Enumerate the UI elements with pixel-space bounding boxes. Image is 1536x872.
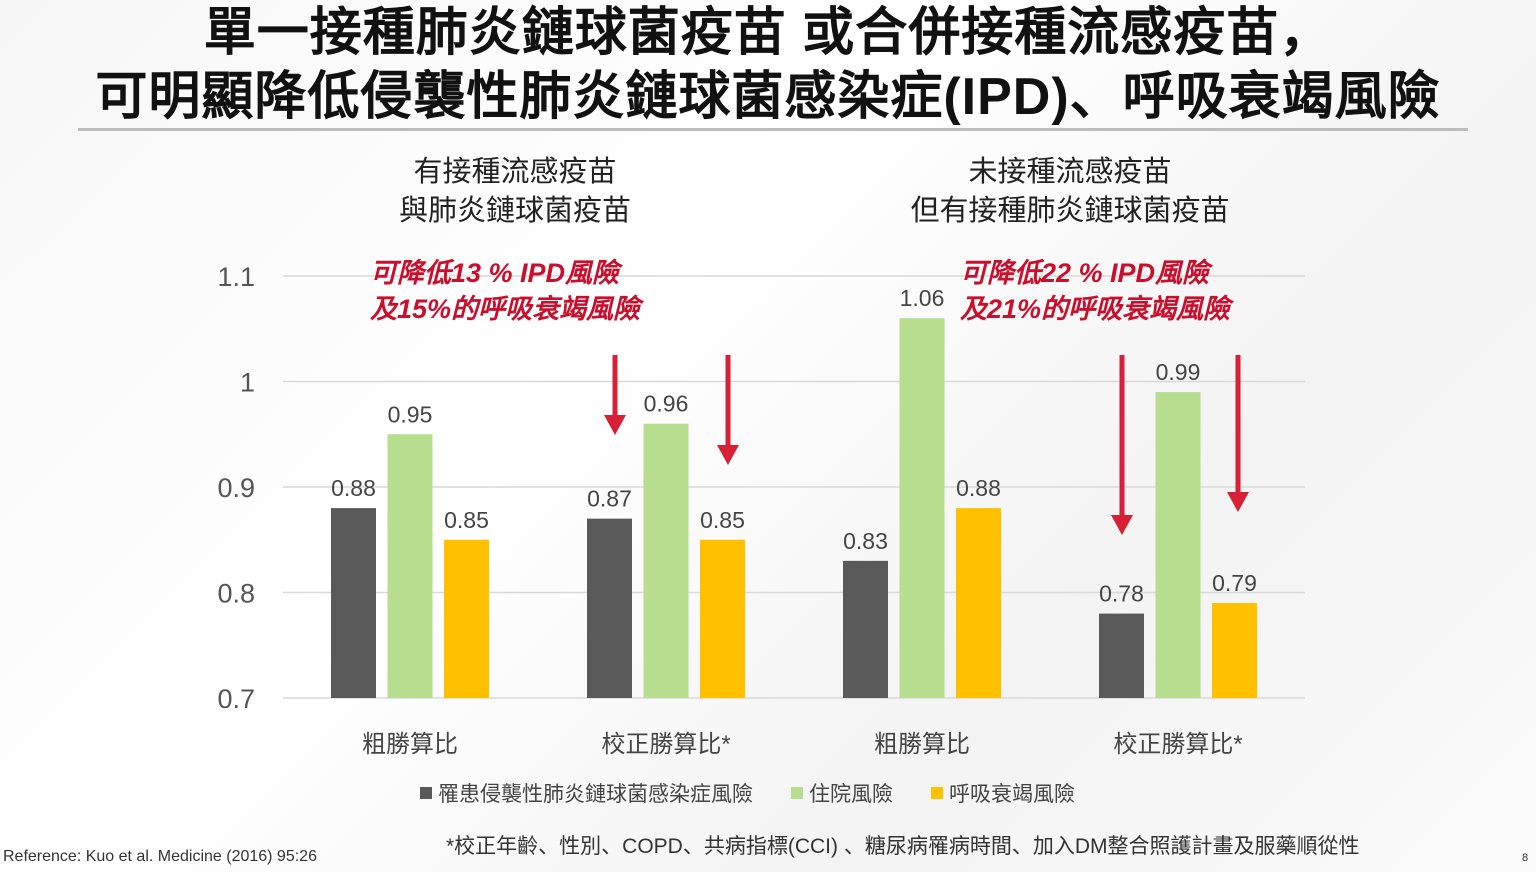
note-line2: 及15%的呼吸衰竭風險: [370, 294, 641, 324]
data-label: 0.87: [587, 486, 632, 512]
y-tick-label: 0.8: [217, 579, 255, 609]
y-tick-label: 0.7: [217, 684, 255, 714]
y-tick-label: 1: [240, 368, 255, 398]
down-arrow-head-icon: [1227, 492, 1249, 512]
down-arrow-head-icon: [1111, 515, 1133, 535]
legend-item-respiratory-failure: 呼吸衰竭風險: [931, 778, 1075, 808]
slide-title-line2: 可明顯降低侵襲性肺炎鏈球菌感染症(IPD)、呼吸衰竭風險: [95, 68, 1441, 126]
bar: [899, 318, 945, 698]
note-line1: 可降低13 % IPD風險: [370, 258, 620, 288]
down-arrow-head-icon: [717, 445, 739, 465]
panel-heading-pneumo-only: 未接種流感疫苗 但有接種肺炎鏈球菌疫苗: [860, 153, 1280, 231]
title-divider: [78, 128, 1468, 131]
bar: [444, 539, 489, 698]
bar: [387, 434, 433, 698]
panel-heading-line2: 但有接種肺炎鏈球菌疫苗: [910, 195, 1230, 227]
legend-label: 呼吸衰竭風險: [949, 783, 1075, 806]
bar: [1212, 603, 1257, 698]
legend-swatch: [420, 787, 432, 799]
y-tick-label: 0.9: [217, 473, 255, 503]
legend-label: 罹患侵襲性肺炎鏈球菌感染症風險: [438, 783, 753, 806]
down-arrow-head-icon: [604, 415, 626, 435]
bar: [643, 423, 689, 698]
legend-label: 住院風險: [809, 783, 893, 806]
note-line1: 可降低22 % IPD風險: [960, 258, 1210, 288]
bar: [700, 539, 745, 698]
note-line2: 及21%的呼吸衰竭風險: [960, 294, 1231, 324]
chart-legend: 罹患侵襲性肺炎鏈球菌感染症風險 住院風險 呼吸衰竭風險: [420, 778, 1075, 808]
data-label: 0.88: [331, 475, 376, 501]
data-label: 1.06: [900, 285, 945, 311]
data-label: 0.96: [644, 391, 689, 417]
footnote: *校正年齡、性別、COPD、共病指標(CCI) 、糖尿病罹病時間、加入DM整合照…: [446, 835, 1360, 858]
bar: [956, 508, 1001, 698]
panel-heading-line1: 有接種流感疫苗: [413, 156, 617, 188]
data-label: 0.85: [700, 507, 745, 533]
risk-reduction-note-1: 可降低13 % IPD風險 及15%的呼吸衰竭風險: [370, 255, 640, 327]
legend-swatch: [931, 787, 943, 799]
data-label: 0.78: [1099, 581, 1144, 607]
risk-reduction-note-2: 可降低22 % IPD風險 及21%的呼吸衰竭風險: [960, 255, 1230, 327]
legend-item-ipd: 罹患侵襲性肺炎鏈球菌感染症風險: [420, 778, 753, 808]
x-tick-label: 校正勝算比*: [601, 731, 730, 758]
x-tick-label: 校正勝算比*: [1113, 731, 1242, 758]
reference: Reference: Kuo et al. Medicine (2016) 95…: [3, 848, 317, 865]
data-label: 0.95: [388, 401, 433, 427]
panel-heading-vaccinated-both: 有接種流感疫苗 與肺炎鏈球菌疫苗: [330, 153, 700, 231]
legend-swatch: [791, 787, 803, 799]
bar: [587, 518, 632, 698]
x-tick-label: 粗勝算比: [362, 731, 458, 758]
bar: [1155, 392, 1201, 698]
bar: [1099, 613, 1144, 698]
data-label: 0.88: [956, 475, 1001, 501]
y-tick-label: 1.1: [217, 262, 255, 292]
x-tick-label: 粗勝算比: [874, 731, 970, 758]
bar: [331, 508, 376, 698]
panel-heading-line1: 未接種流感疫苗: [968, 156, 1172, 188]
panel-heading-line2: 與肺炎鏈球菌疫苗: [398, 195, 631, 227]
slide-title-line1: 單一接種肺炎鏈球菌疫苗 或合併接種流感疫苗，: [203, 4, 1333, 62]
data-label: 0.99: [1156, 359, 1201, 385]
data-label: 0.79: [1212, 570, 1257, 596]
legend-item-hospitalization: 住院風險: [791, 778, 893, 808]
bar: [843, 560, 888, 698]
page-number: 8: [1522, 852, 1529, 864]
data-label: 0.85: [444, 507, 489, 533]
data-label: 0.83: [843, 528, 888, 554]
